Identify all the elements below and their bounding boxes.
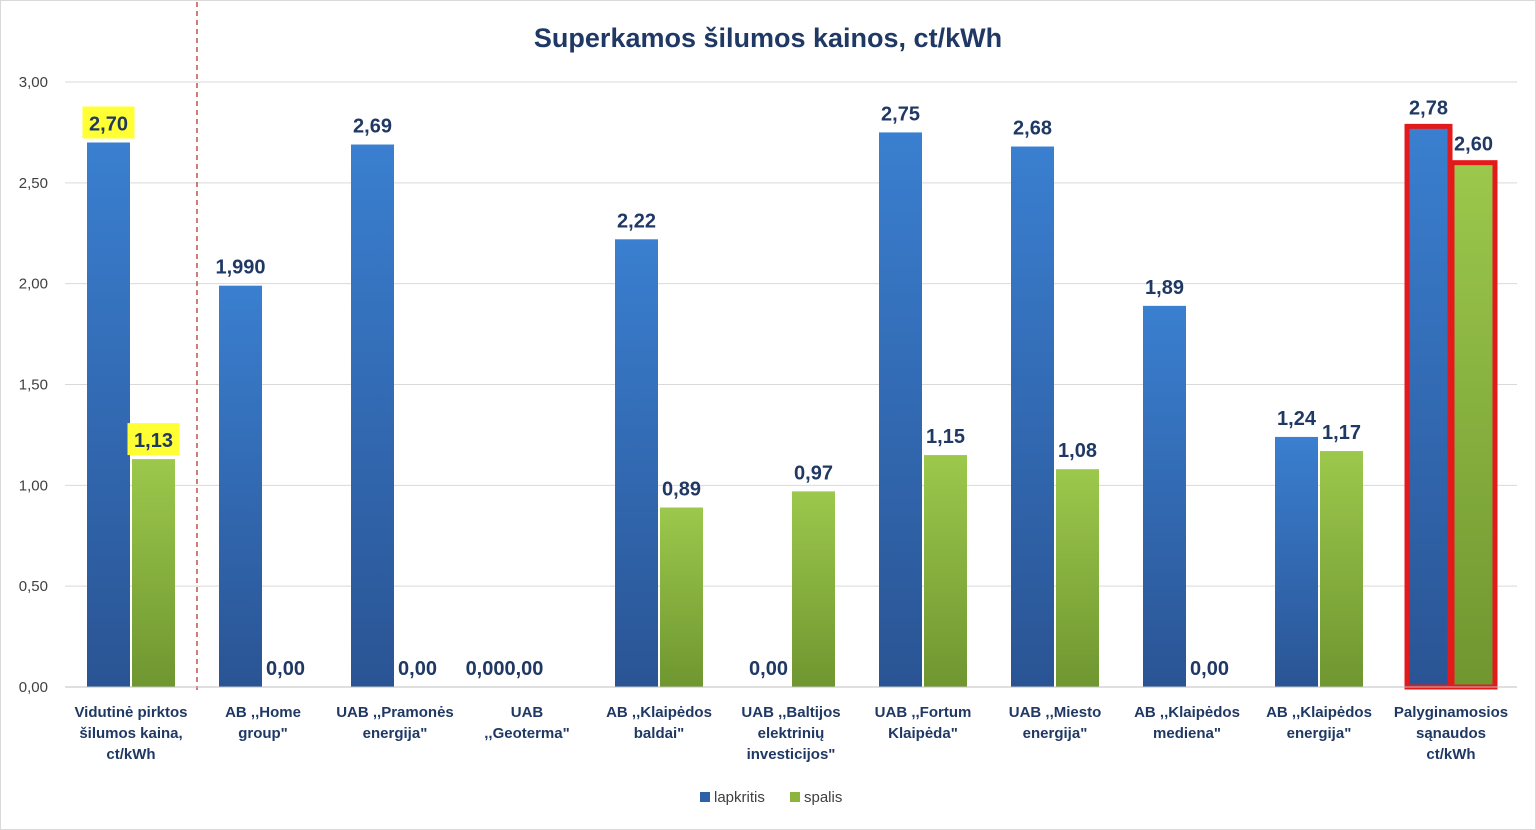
- category-label: investicijos": [747, 746, 836, 763]
- data-label-lapkritis: 1,89: [1145, 277, 1184, 299]
- y-tick-label: 0,00: [19, 679, 48, 696]
- y-tick-label: 2,50: [19, 175, 48, 192]
- data-label-lapkritis: 2,68: [1013, 118, 1052, 140]
- y-tick-label: 3,00: [19, 74, 48, 91]
- data-label-lapkritis: 2,78: [1409, 97, 1448, 119]
- category-label: UAB ,,Miesto: [1009, 704, 1102, 721]
- data-label-lapkritis: 2,75: [881, 103, 920, 125]
- category-label: Klaipėda": [888, 725, 958, 742]
- bar-spalis: [1320, 451, 1363, 687]
- data-label-spalis: 0,97: [794, 462, 833, 484]
- category-label: ct/kWh: [106, 746, 155, 763]
- data-label-lapkritis: 1,24: [1277, 408, 1317, 430]
- y-tick-label: 0,50: [19, 578, 48, 595]
- category-label: UAB ,,Fortum: [875, 704, 972, 721]
- category-label: AB ,,Klaipėdos: [1266, 704, 1372, 721]
- data-label-spalis: 1,15: [926, 426, 965, 448]
- label-highlight: [82, 106, 135, 139]
- bar-spalis: [792, 491, 835, 687]
- data-label-spalis: 1,08: [1058, 440, 1097, 462]
- category-label: Palyginamosios: [1394, 704, 1508, 721]
- data-label-lapkritis: 0,000,00: [466, 658, 544, 680]
- data-label-lapkritis: 2,70: [89, 114, 128, 136]
- bar-lapkritis: [879, 132, 922, 687]
- bar-spalis: [132, 459, 175, 687]
- bar-spalis: [1449, 160, 1498, 690]
- category-label: energija": [1287, 725, 1352, 742]
- data-label-lapkritis: 0,00: [749, 658, 788, 680]
- bar-lapkritis: [1275, 436, 1318, 687]
- category-label: AB ,,Home: [225, 704, 301, 721]
- y-tick-label: 2,00: [19, 276, 48, 293]
- bar-lapkritis: [1011, 146, 1054, 688]
- category-label: energija": [1023, 725, 1088, 742]
- category-label: ct/kWh: [1426, 746, 1475, 763]
- category-label: elektrinių: [758, 725, 825, 742]
- data-label-spalis: 0,89: [662, 479, 701, 501]
- category-label: UAB: [511, 704, 544, 721]
- data-label-spalis: 1,13: [134, 430, 173, 452]
- bar-lapkritis: [615, 239, 658, 688]
- category-label: Vidutinė pirktos: [74, 704, 187, 721]
- data-label-spalis: 2,60: [1454, 134, 1493, 156]
- category-label: šilumos kaina,: [79, 725, 182, 742]
- data-label-lapkritis: 2,69: [353, 116, 392, 138]
- legend-swatch-spalis: [790, 792, 800, 802]
- legend-label-lapkritis: lapkritis: [714, 789, 765, 806]
- legend-swatch-lapkritis: [700, 792, 710, 802]
- y-tick-label: 1,50: [19, 377, 48, 394]
- y-tick-label: 1,00: [19, 477, 48, 494]
- bar-lapkritis: [1143, 305, 1186, 687]
- bar-spalis: [660, 507, 703, 687]
- legend-label-spalis: spalis: [804, 789, 842, 806]
- chart-title: Superkamos šilumos kainos, ct/kWh: [534, 23, 1002, 53]
- category-label: group": [238, 725, 288, 742]
- category-label: mediena": [1153, 725, 1221, 742]
- bar-lapkritis: [351, 144, 394, 687]
- bar-spalis: [924, 455, 967, 687]
- category-label: sąnaudos: [1416, 725, 1486, 742]
- category-label: AB ,,Klaipėdos: [606, 704, 712, 721]
- data-label-lapkritis: 2,22: [617, 210, 656, 232]
- label-highlight: [127, 423, 180, 456]
- bar-spalis: [1056, 469, 1099, 687]
- bar-lapkritis: [87, 142, 130, 687]
- category-label: energija": [363, 725, 428, 742]
- data-label-spalis: 0,00: [266, 658, 305, 680]
- data-label-lapkritis: 1,990: [215, 257, 265, 279]
- bar-lapkritis: [219, 285, 262, 687]
- category-label: ,,Geoterma": [484, 725, 569, 742]
- category-label: baldai": [634, 725, 684, 742]
- data-label-spalis: 1,17: [1322, 422, 1361, 444]
- data-label-spalis: 0,00: [398, 658, 437, 680]
- data-label-spalis: 0,00: [1190, 658, 1229, 680]
- category-label: UAB ,,Pramonės: [336, 704, 454, 721]
- category-label: AB ,,Klaipėdos: [1134, 704, 1240, 721]
- category-label: UAB ,,Baltijos: [741, 704, 840, 721]
- bar-lapkritis: [1404, 123, 1453, 690]
